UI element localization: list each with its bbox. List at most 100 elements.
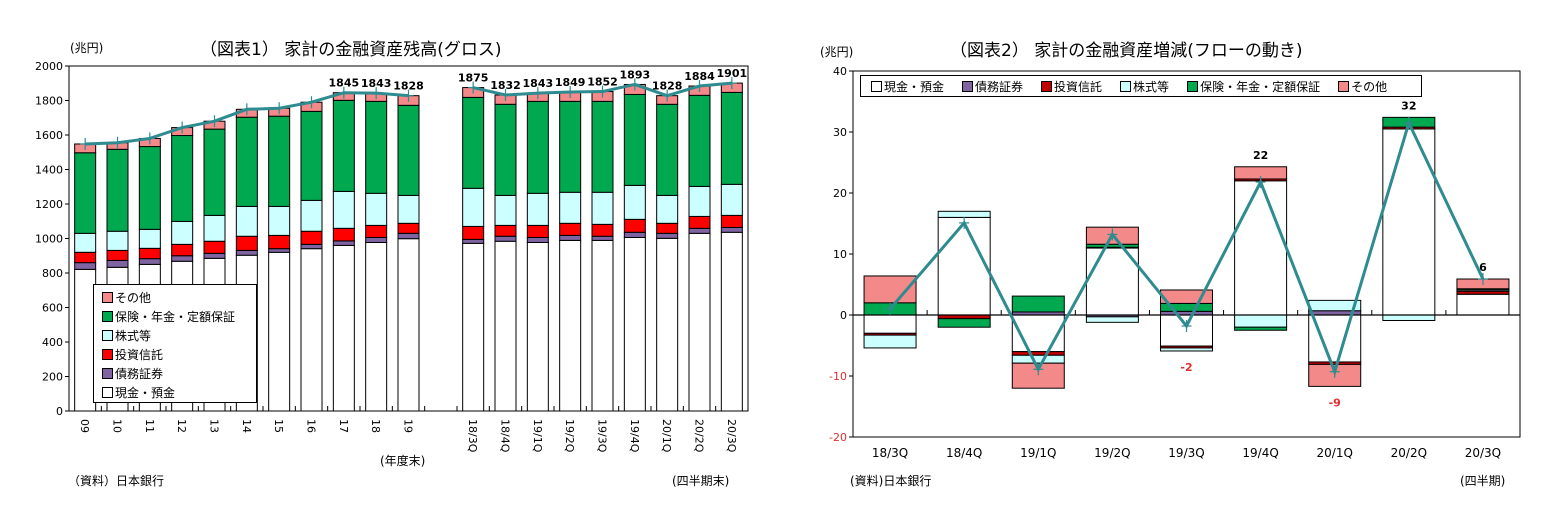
bar-segment [300, 230, 323, 245]
x-tick-label: 19/3Q [1168, 446, 1204, 460]
bar-segment [1456, 293, 1510, 316]
bar-segment [300, 110, 323, 201]
chart2-title: （図表2） 家計の金融資産増減(フローの動き) [950, 41, 1303, 61]
legend-label: 保険・年金・定額保証 [1200, 79, 1321, 94]
total-value-label: -2 [1180, 361, 1192, 374]
bar-segment [74, 251, 97, 264]
y-tick-label: -10 [829, 370, 847, 383]
legend-swatch [102, 368, 113, 379]
x-tick-label: 18/4Q [499, 419, 512, 453]
bar-segment [591, 239, 614, 412]
bar-segment [623, 184, 646, 220]
bar-segment [720, 183, 743, 216]
bar-segment [720, 231, 743, 412]
bar-segment [494, 103, 517, 196]
bar-segment [268, 234, 291, 250]
bar-segment [397, 232, 420, 240]
total-value-label: 1893 [620, 68, 651, 81]
bar-segment [397, 222, 420, 234]
legend-label: 現金・預金 [884, 79, 945, 94]
bar-segment [332, 190, 355, 229]
bar-segment [462, 96, 485, 189]
bar-segment [591, 191, 614, 225]
total-value-label: 1849 [555, 76, 586, 89]
chart1-legend: その他 保険・年金・定額保証 株式等 投資信託 債務証券 現金・預金 [93, 284, 257, 403]
x-tick-label: 15 [272, 419, 285, 433]
chart1-title: （図表1） 家計の金融資産残高(グロス) [200, 40, 502, 60]
bar-segment [1234, 180, 1288, 316]
legend-item-other: その他 [102, 288, 256, 307]
bar-segment [526, 236, 549, 243]
y-tick-label: 40 [833, 65, 847, 78]
bar-segment [526, 192, 549, 226]
legend-label: 保険・年金・定額保証 [115, 310, 236, 324]
bar-segment [863, 314, 917, 334]
bar-segment [688, 232, 711, 412]
bar-segment [106, 249, 129, 261]
bar-segment [138, 228, 161, 249]
total-value-label: 32 [1401, 99, 1416, 112]
bar-segment [203, 214, 226, 242]
bar-segment [937, 216, 991, 316]
bar-segment [1234, 314, 1288, 328]
x-tick-label: 14 [240, 419, 253, 433]
bar-segment [74, 262, 97, 270]
bar-segment [203, 128, 226, 216]
bar-segment [235, 116, 258, 207]
bar-segment [591, 235, 614, 241]
x-tick-label: 10 [111, 419, 124, 433]
legend-label: その他 [115, 291, 152, 305]
x-tick-label: 20/3Q [1465, 446, 1501, 460]
legend-swatch [1187, 80, 1199, 92]
bar-segment [494, 240, 517, 412]
bar-segment [268, 115, 291, 207]
total-value-label: 1843 [361, 77, 392, 90]
bar-segment [365, 100, 388, 194]
legend-item-insurance: 保険・年金・定額保証 [1187, 78, 1320, 95]
bar-segment [494, 194, 517, 226]
x-tick-label: 20/3Q [725, 419, 738, 453]
bar-segment [720, 226, 743, 233]
x-tick-label: 20/2Q [693, 419, 706, 453]
legend-swatch [102, 349, 113, 360]
bar-segment [559, 239, 582, 412]
total-value-label: 22 [1253, 149, 1268, 162]
legend-swatch [102, 387, 113, 398]
bar-segment [332, 240, 355, 246]
x-tick-label: 18 [369, 419, 382, 433]
legend-item-other: その他 [1338, 78, 1387, 95]
bar-segment [1382, 128, 1436, 316]
bar-segment [1160, 347, 1213, 352]
x-tick-label: 18/4Q [946, 446, 982, 460]
y-tick-label: 2000 [35, 60, 63, 73]
chart2-source: (資料)日本銀行 [850, 474, 932, 488]
x-tick-label: 19/3Q [596, 419, 609, 453]
x-tick-label: 19/2Q [563, 419, 576, 453]
legend-label: 投資信託 [115, 348, 164, 362]
legend-item-investment-trusts: 投資信託 [1041, 78, 1102, 95]
total-value-label: 1884 [684, 70, 715, 83]
bar-segment [623, 93, 646, 186]
x-tick-label: 19/2Q [1094, 446, 1130, 460]
bar-segment [171, 243, 194, 257]
x-tick-label: 16 [305, 419, 318, 433]
bar-segment [235, 235, 258, 251]
bar-segment [863, 275, 917, 304]
bar-segment [863, 334, 917, 349]
bar-segment [1011, 295, 1065, 313]
chart1-unit-label: (兆円) [70, 41, 104, 55]
x-tick-label: 20/1Q [660, 419, 673, 453]
bar-segment [559, 222, 582, 236]
bar-segment [1382, 314, 1436, 321]
x-tick-label: 11 [143, 419, 156, 433]
y-tick-label: 200 [42, 371, 63, 384]
bar-segment [656, 194, 679, 224]
legend-swatch [102, 292, 113, 303]
y-tick-label: 10 [833, 248, 847, 261]
bar-segment [656, 222, 679, 234]
bar-segment [138, 146, 161, 230]
bar-segment [526, 224, 549, 238]
legend-label: 債務証券 [975, 79, 1024, 94]
